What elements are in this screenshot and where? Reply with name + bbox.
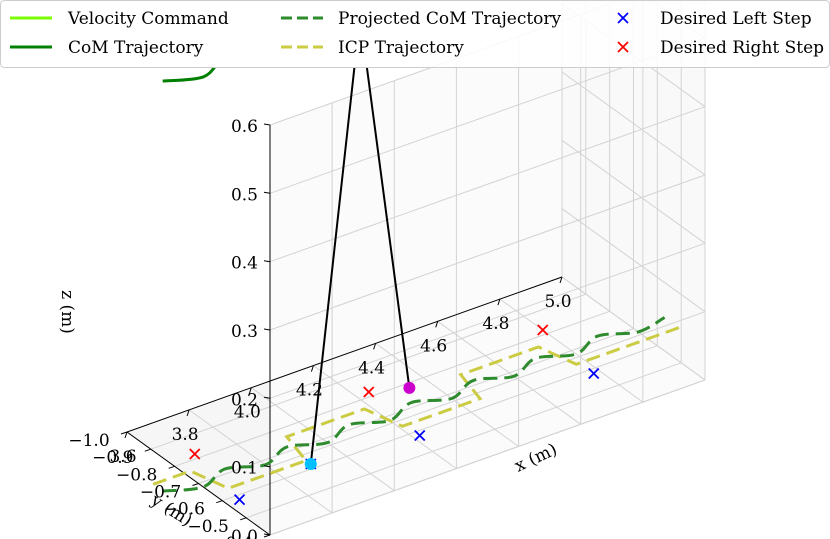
z-axis-label: z (m) — [57, 290, 77, 334]
legend-label-velocity-command: Velocity Command — [67, 9, 229, 29]
y-tick-label: −0.9 — [92, 448, 133, 468]
gridline-z-side — [561, 71, 706, 176]
legend-label-right-step: Desired Right Step — [660, 38, 824, 58]
z-tick-label: 0.3 — [231, 322, 258, 342]
left-leg-line — [309, 68, 356, 465]
legend-marker-left-step — [617, 12, 629, 24]
gridline-y-floor — [174, 310, 610, 467]
z-tick-mark — [263, 396, 271, 399]
left-step-marker — [233, 494, 246, 506]
desired-right-steps — [189, 324, 549, 460]
x-tick-label: 3.6 — [109, 447, 136, 467]
y-tick-mark — [216, 500, 223, 504]
x-tick-mark — [435, 321, 439, 328]
x-tick-label: 4.6 — [420, 336, 447, 356]
x-tick-mark — [248, 387, 252, 394]
gridline-z-back — [269, 242, 706, 399]
z-tick-label: 0.1 — [231, 459, 258, 479]
gridline-y-floor — [222, 345, 658, 502]
x-tick-label: 5.0 — [544, 292, 571, 312]
gridline-z-back — [269, 174, 706, 331]
x-tick-mark — [497, 298, 501, 306]
gridline-z-back — [269, 379, 706, 536]
axes-panes — [127, 0, 705, 535]
gridline-z-side — [561, 139, 706, 244]
x-axis-line — [126, 276, 563, 433]
x-tick-label: 4.0 — [234, 403, 261, 423]
y-tick-label: −0.4 — [211, 534, 252, 539]
y-tick-label: −0.7 — [140, 483, 181, 503]
x-tick-mark — [559, 276, 563, 284]
projected-com-trajectory-line — [162, 316, 666, 493]
z-tick-label: 0.5 — [231, 185, 258, 205]
x-tick-label: 4.2 — [296, 381, 323, 401]
z-tick-label: 0.4 — [231, 254, 258, 274]
left-step-marker — [588, 367, 600, 380]
y-tick-mark — [144, 448, 151, 452]
right-leg-line — [365, 68, 411, 388]
right-step-marker — [189, 448, 201, 460]
z-tick-label: 0.6 — [231, 117, 258, 137]
gridline-y-floor — [246, 362, 682, 519]
x-tick-mark — [310, 365, 314, 372]
gridline-z-back — [269, 106, 706, 263]
y-tick-mark — [120, 431, 128, 435]
legend: Velocity Command CoM Trajectory Projecte… — [0, 0, 830, 68]
y-tick-label: −0.8 — [116, 465, 157, 485]
z-axis-ticks: 0.0 0.1 0.2 0.3 0.4 0.5 0.6 — [231, 117, 271, 539]
z-tick-mark — [263, 328, 271, 331]
y-tick-label: −0.5 — [188, 517, 229, 537]
gridline-y-floor — [198, 328, 634, 484]
x-axis-ticks: 3.6 3.8 4.0 4.2 4.4 4.6 4.8 5.0 — [109, 276, 572, 467]
y-tick-mark — [192, 483, 199, 486]
z-tick-mark — [263, 260, 271, 263]
left-foot-marker — [304, 458, 317, 471]
x-tick-label: 4.8 — [482, 314, 509, 334]
legend-label-left-step: Desired Left Step — [660, 9, 812, 29]
x-tick-mark — [186, 409, 190, 417]
z-tick-label: 0.0 — [231, 527, 258, 539]
gridline-y-floor — [150, 293, 586, 450]
right-foot-marker — [403, 381, 416, 394]
x-tick-label: 3.8 — [172, 425, 199, 445]
x-tick-mark — [124, 431, 128, 439]
y-tick-mark — [240, 517, 247, 521]
z-tick-mark — [263, 123, 271, 126]
y-tick-label: −1.0 — [68, 431, 109, 451]
z-tick-mark — [263, 533, 271, 536]
left-step-marker — [414, 429, 426, 442]
gridline-z-side — [561, 208, 706, 313]
z-tick-mark — [263, 191, 271, 194]
right-step-marker — [537, 324, 549, 336]
legend-label-icp: ICP Trajectory — [338, 38, 464, 58]
icp-trajectory-line — [152, 326, 680, 490]
gridline-z-back — [269, 311, 706, 468]
legend-label-com-trajectory: CoM Trajectory — [68, 38, 204, 58]
z-tick-mark — [263, 465, 271, 468]
legend-label-projected-com: Projected CoM Trajectory — [338, 9, 562, 29]
y-tick-label: −0.6 — [164, 500, 205, 520]
x-tick-mark — [373, 343, 377, 350]
right-step-marker — [363, 386, 375, 398]
y-axis-ticks: −1.0−0.9−0.8−0.7−0.6−0.5−0.4 — [68, 431, 271, 539]
y-tick-mark — [168, 465, 175, 469]
legend-marker-right-step — [617, 41, 629, 53]
gridline-z-side — [561, 276, 706, 381]
x-tick-label: 4.4 — [358, 358, 385, 378]
z-tick-label: 0.2 — [231, 390, 258, 410]
